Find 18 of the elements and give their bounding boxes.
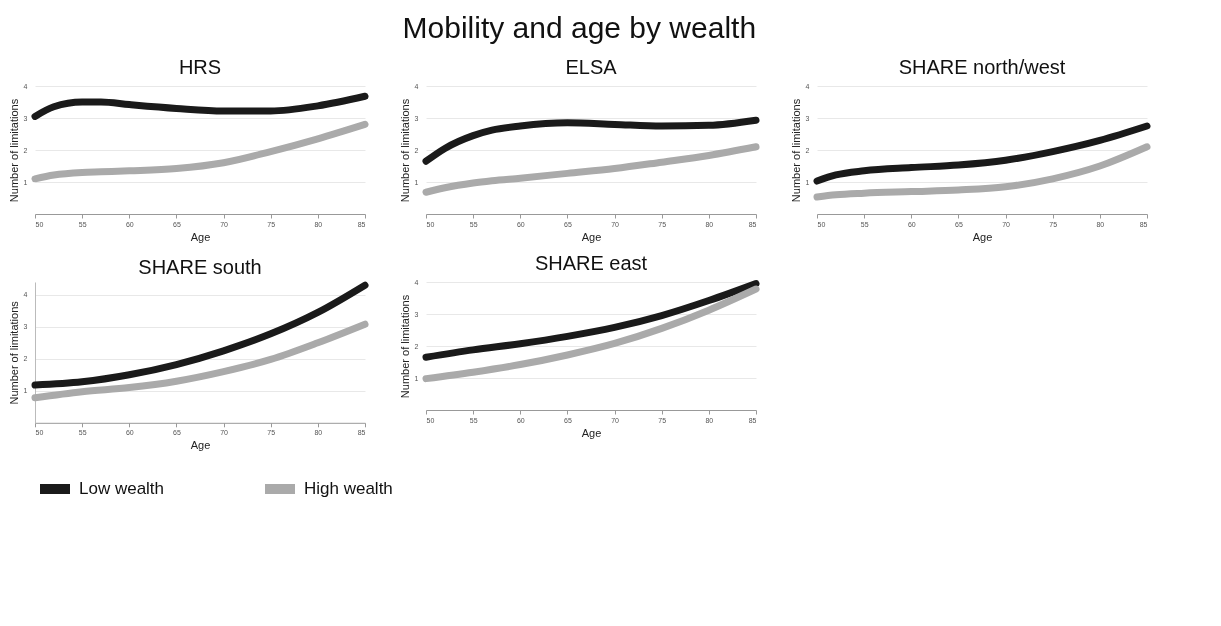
y-axis-title: Number of limitations bbox=[7, 300, 20, 405]
y-axis-title: Number of limitations bbox=[7, 98, 20, 203]
x-axis-title: Age bbox=[581, 426, 602, 439]
chart-title: SHARE south bbox=[138, 255, 262, 278]
x-axis-title: Age bbox=[972, 230, 993, 243]
x-axis-title: Age bbox=[190, 439, 211, 452]
y-axis-title: Number of limitations bbox=[398, 294, 411, 399]
chart-title: HRS bbox=[178, 56, 222, 78]
legend-label: Low wealth bbox=[79, 479, 165, 498]
chart-title: SHARE north/west bbox=[898, 56, 1066, 78]
text: Mobility and age by wealth bbox=[402, 11, 757, 44]
x-axis-title: Age bbox=[190, 230, 211, 243]
x-axis-title: Age bbox=[581, 230, 602, 243]
y-axis-title: Number of limitations bbox=[789, 98, 802, 203]
y-axis-title: Number of limitations bbox=[398, 98, 411, 203]
legend-label: High wealth bbox=[304, 479, 393, 498]
chart-title: ELSA bbox=[565, 56, 618, 78]
chart-title: SHARE east bbox=[534, 252, 648, 274]
